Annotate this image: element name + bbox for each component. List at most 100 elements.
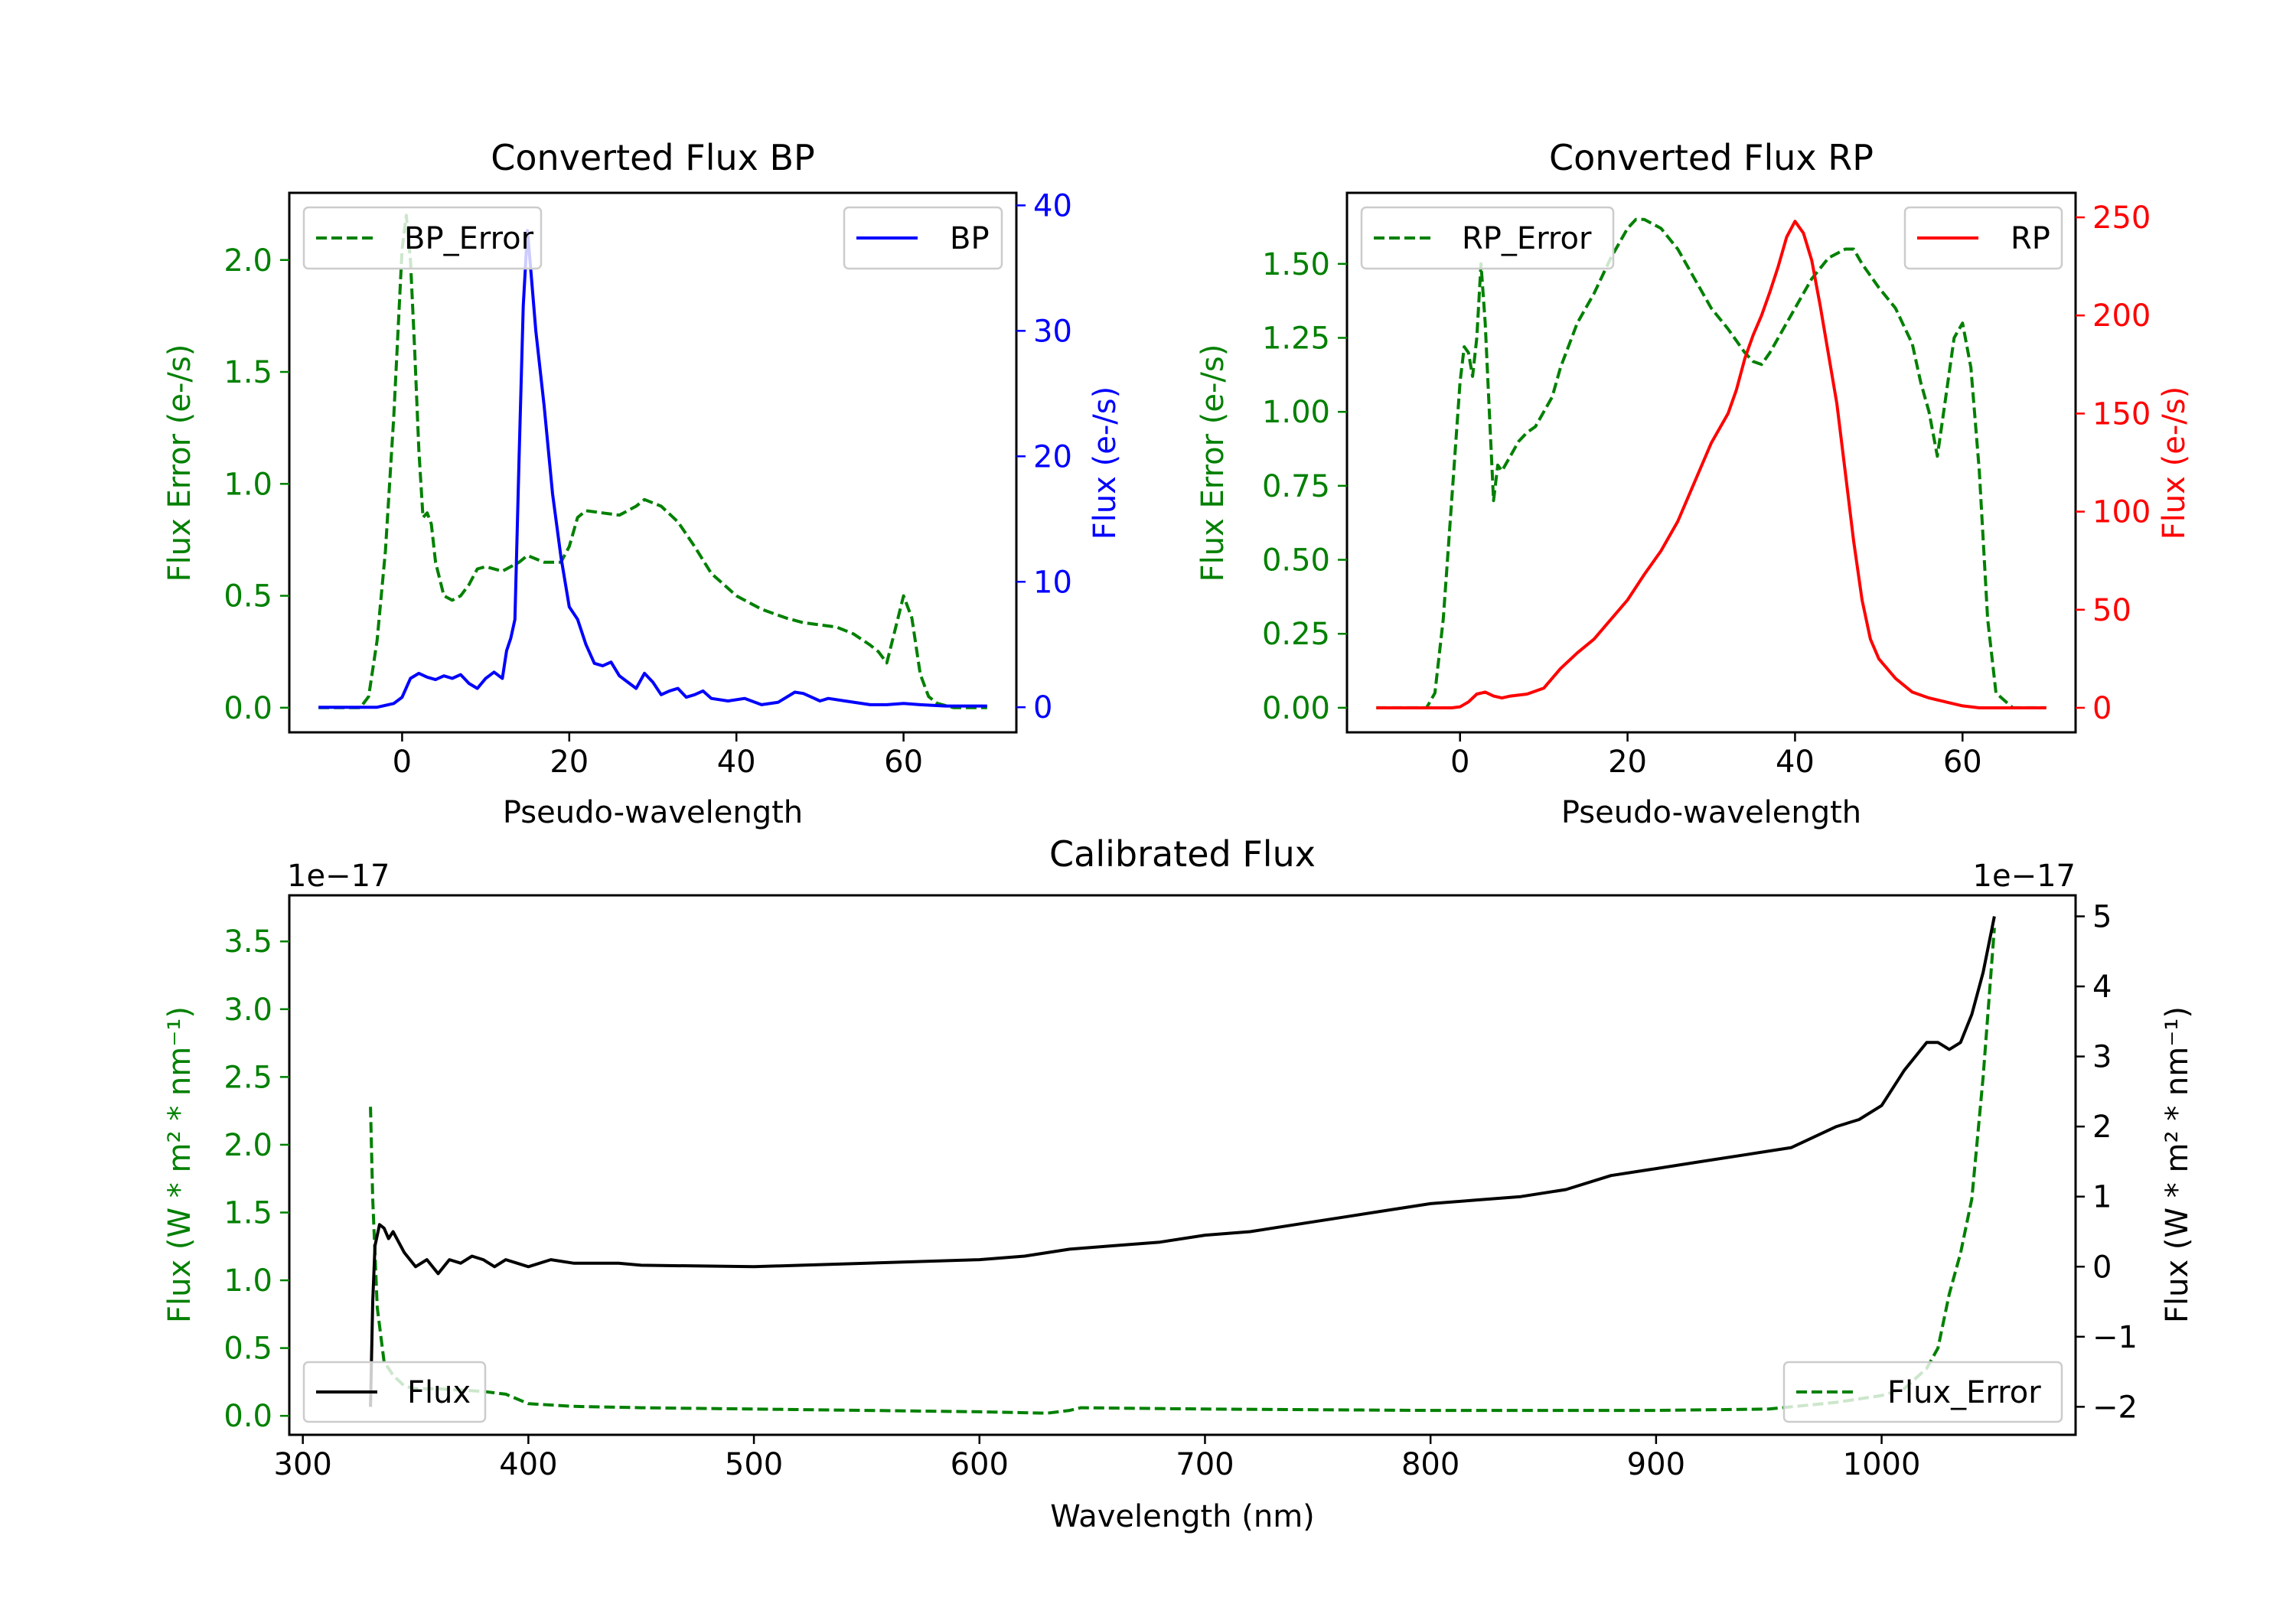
chart-bp-x-tick-label: 0 — [393, 745, 412, 780]
chart-bp-legend-left: BP_Error — [302, 206, 543, 270]
chart-bp-series-bp-error — [318, 214, 987, 709]
chart-calibrated-x-tick-label: 600 — [951, 1447, 1009, 1482]
chart-rp-x-tick-label: 20 — [1608, 745, 1647, 780]
chart-bp-x-tick-label: 20 — [550, 745, 589, 780]
chart-calibrated-series-flux — [369, 916, 1996, 1407]
chart-calibrated-x-tick-label: 500 — [725, 1447, 783, 1482]
chart-calibrated-x-tick-label: 1000 — [1843, 1447, 1921, 1482]
chart-rp-legend-right-box — [1903, 206, 2063, 270]
chart-rp-x-tick-label: 40 — [1776, 745, 1815, 780]
chart-rp-y-right-tick-label: 200 — [2092, 298, 2151, 334]
chart-calibrated-y-left-tick-label: 2.5 — [223, 1060, 272, 1095]
chart-calibrated-y-right-tick-label: 4 — [2092, 970, 2112, 1005]
chart-bp-legend-right-box — [843, 206, 1003, 270]
chart-calibrated-y-right-tick-label: 5 — [2092, 899, 2112, 934]
chart-bp-title: Converted Flux BP — [491, 137, 815, 178]
chart-rp-y-right-tick-label: 0 — [2092, 691, 2112, 726]
chart-bp-marks: 0 20 40 60 0.0 0.5 1.0 1.5 2.0 0 10 20 30 40 — [223, 188, 1072, 780]
chart-bp: Converted Flux BP 0 20 40 60 0.0 0.5 1.0 1.5 2.0… — [162, 137, 1123, 830]
chart-bp-legend-left-box — [302, 206, 543, 270]
chart-calibrated-x-tick-label: 700 — [1176, 1447, 1234, 1482]
chart-rp-y-right-tick-label: 250 — [2092, 200, 2151, 236]
chart-calibrated-y-left-tick-label: 0.5 — [223, 1332, 272, 1367]
chart-bp-x-axis-label: Pseudo-wavelength — [503, 795, 803, 830]
chart-calibrated-y-left-tick-label: 3.0 — [223, 993, 272, 1028]
chart-rp-legend-right: RP — [1903, 206, 2063, 270]
chart-calibrated-y-right-tick-label: −1 — [2092, 1320, 2138, 1355]
chart-rp-x-axis-label: Pseudo-wavelength — [1561, 795, 1861, 830]
chart-bp-y-right-tick-label: 20 — [1033, 439, 1072, 474]
chart-rp-legend-left-box — [1360, 206, 1615, 270]
chart-bp-y-right-tick-label: 0 — [1033, 690, 1052, 725]
chart-calibrated-x-axis-label: Wavelength (nm) — [1050, 1499, 1315, 1534]
chart-calibrated-y-right-tick-label: 2 — [2092, 1110, 2112, 1145]
chart-calibrated-offset-right: 1e−17 — [1973, 859, 2076, 894]
chart-rp-legend-left: RP_Error — [1360, 206, 1615, 270]
chart-calibrated-legend-right: Flux_Error — [1782, 1361, 2063, 1423]
chart-rp-y-left-tick-label: 1.25 — [1262, 321, 1330, 356]
chart-bp-legend-right-label: BP — [950, 221, 990, 256]
chart-bp-y-left-tick-label: 0.0 — [223, 691, 272, 726]
chart-rp-x-tick-label: 60 — [1943, 745, 1982, 780]
chart-calibrated-legend-right-box — [1782, 1361, 2063, 1423]
chart-rp-y-left-label: Flux Error (e-/s) — [1195, 344, 1231, 582]
chart-calibrated-y-right-tick-label: −2 — [2092, 1390, 2138, 1425]
chart-bp-legend-right: BP — [843, 206, 1003, 270]
chart-rp: Converted Flux RP 0 20 40 60 0.00 0.25 0.50 0.7… — [1195, 137, 2192, 830]
chart-calibrated-x-tick-label: 900 — [1627, 1447, 1685, 1482]
chart-rp-y-left-tick-label: 0.25 — [1262, 617, 1330, 652]
chart-bp-legend-left-label: BP_Error — [404, 221, 534, 256]
chart-rp-legend-right-label: RP — [2011, 221, 2050, 256]
chart-rp-y-right-tick-label: 50 — [2092, 593, 2131, 628]
chart-rp-y-left-tick-label: 0.75 — [1262, 469, 1330, 504]
chart-rp-marks: 0 20 40 60 0.00 0.25 0.50 0.75 1.00 1.25 1.50 0 50 10… — [1262, 200, 2151, 780]
chart-bp-y-right-tick-label: 30 — [1033, 314, 1072, 349]
chart-bp-y-left-tick-label: 1.0 — [223, 467, 272, 502]
chart-calibrated-marks: 300 400 500 600 700 800 900 1000 0.0 0.5 1.0 1.5 2.0… — [223, 899, 2138, 1482]
chart-bp-y-right-label: Flux (e-/s) — [1088, 386, 1123, 539]
chart-calibrated-legend-left: Flux — [302, 1361, 487, 1423]
chart-rp-series-rp-error — [1376, 217, 2047, 709]
chart-rp-y-right-tick-label: 150 — [2092, 396, 2151, 432]
chart-calibrated-x-tick-label: 400 — [499, 1447, 557, 1482]
chart-calibrated-y-right-label: Flux (W * m² * nm⁻¹) — [2160, 1006, 2195, 1323]
chart-bp-y-right-tick-label: 40 — [1033, 188, 1072, 223]
chart-calibrated-y-left-tick-label: 1.5 — [223, 1195, 272, 1231]
chart-calibrated-legend-right-label: Flux_Error — [1887, 1375, 2041, 1410]
chart-bp-y-left-tick-label: 2.0 — [223, 243, 272, 279]
chart-rp-plot-frame — [1345, 191, 2077, 734]
chart-calibrated-y-right-tick-label: 1 — [2092, 1180, 2112, 1215]
chart-calibrated-y-left-tick-label: 1.0 — [223, 1263, 272, 1299]
chart-rp-title: Converted Flux RP — [1549, 137, 1874, 178]
chart-calibrated-y-right-tick-label: 0 — [2092, 1250, 2112, 1285]
chart-rp-series-rp — [1376, 220, 2047, 709]
chart-calibrated-y-left-tick-label: 2.0 — [223, 1128, 272, 1163]
chart-calibrated-x-tick-label: 800 — [1401, 1447, 1459, 1482]
chart-calibrated-x-tick-label: 300 — [274, 1447, 332, 1482]
chart-rp-y-right-label: Flux (e-/s) — [2157, 386, 2192, 539]
chart-bp-y-left-tick-label: 1.5 — [223, 355, 272, 390]
chart-calibrated-y-left-label: Flux (W * m² * nm⁻¹) — [162, 1006, 197, 1323]
chart-rp-y-right-tick-label: 100 — [2092, 495, 2151, 530]
chart-bp-y-right-tick-label: 10 — [1033, 565, 1072, 600]
chart-rp-y-left-tick-label: 0.00 — [1262, 691, 1330, 726]
chart-calibrated-plot-frame — [288, 894, 2077, 1436]
chart-bp-plot-frame — [288, 191, 1018, 734]
chart-calibrated-y-left-tick-label: 3.5 — [223, 924, 272, 960]
chart-calibrated-y-left-tick-label: 0.0 — [223, 1399, 272, 1434]
chart-calibrated-y-right-tick-label: 3 — [2092, 1040, 2112, 1075]
chart-calibrated: Calibrated Flux 300 400 500 600 700 800 900 100… — [162, 833, 2195, 1534]
chart-bp-series-bp — [318, 229, 987, 709]
chart-calibrated-legend-left-box — [302, 1361, 487, 1423]
chart-calibrated-title: Calibrated Flux — [1049, 833, 1316, 875]
chart-bp-x-tick-label: 60 — [884, 745, 923, 780]
chart-rp-y-left-tick-label: 1.00 — [1262, 395, 1330, 430]
chart-bp-y-left-tick-label: 0.5 — [223, 579, 272, 614]
chart-calibrated-offset-left: 1e−17 — [287, 859, 390, 894]
chart-bp-x-tick-label: 40 — [717, 745, 756, 780]
chart-rp-legend-left-label: RP_Error — [1462, 221, 1592, 256]
chart-bp-y-left-label: Flux Error (e-/s) — [162, 344, 197, 582]
chart-rp-x-tick-label: 0 — [1450, 745, 1469, 780]
chart-rp-y-left-tick-label: 0.50 — [1262, 543, 1330, 579]
